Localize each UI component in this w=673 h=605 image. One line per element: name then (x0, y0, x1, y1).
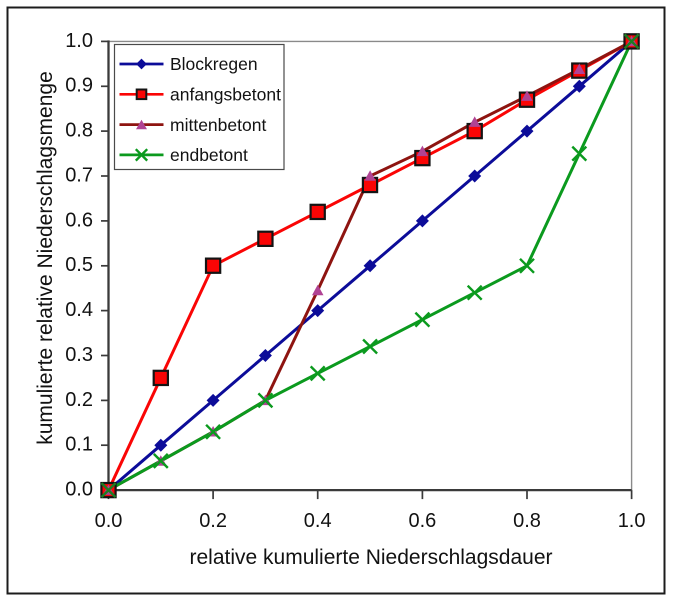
svg-text:0.5: 0.5 (65, 254, 93, 276)
svg-text:0.9: 0.9 (65, 75, 93, 97)
svg-text:relative kumulierte Niederschl: relative kumulierte Niederschlagsdauer (189, 546, 552, 569)
svg-text:Blockregen: Blockregen (170, 54, 258, 74)
svg-text:0.0: 0.0 (65, 479, 93, 501)
svg-text:0.1: 0.1 (65, 434, 93, 456)
svg-text:0.2: 0.2 (65, 389, 93, 411)
svg-text:0.7: 0.7 (65, 164, 93, 186)
svg-text:0.8: 0.8 (65, 120, 93, 142)
svg-text:1.0: 1.0 (618, 510, 646, 532)
svg-text:0.6: 0.6 (65, 209, 93, 231)
svg-text:kumulierte relative Niederschl: kumulierte relative Niederschlagsmenge (34, 71, 57, 445)
svg-text:mittenbetont: mittenbetont (170, 115, 266, 135)
svg-text:0.3: 0.3 (65, 344, 93, 366)
svg-text:endbetont: endbetont (170, 145, 248, 165)
svg-text:1.0: 1.0 (65, 30, 93, 52)
svg-text:anfangsbetont: anfangsbetont (170, 85, 281, 105)
svg-text:0.4: 0.4 (65, 299, 93, 321)
svg-text:0.4: 0.4 (304, 510, 332, 532)
svg-text:0.8: 0.8 (513, 510, 541, 532)
svg-text:0.6: 0.6 (408, 510, 436, 532)
svg-text:0.0: 0.0 (95, 510, 123, 532)
svg-text:0.2: 0.2 (199, 510, 227, 532)
